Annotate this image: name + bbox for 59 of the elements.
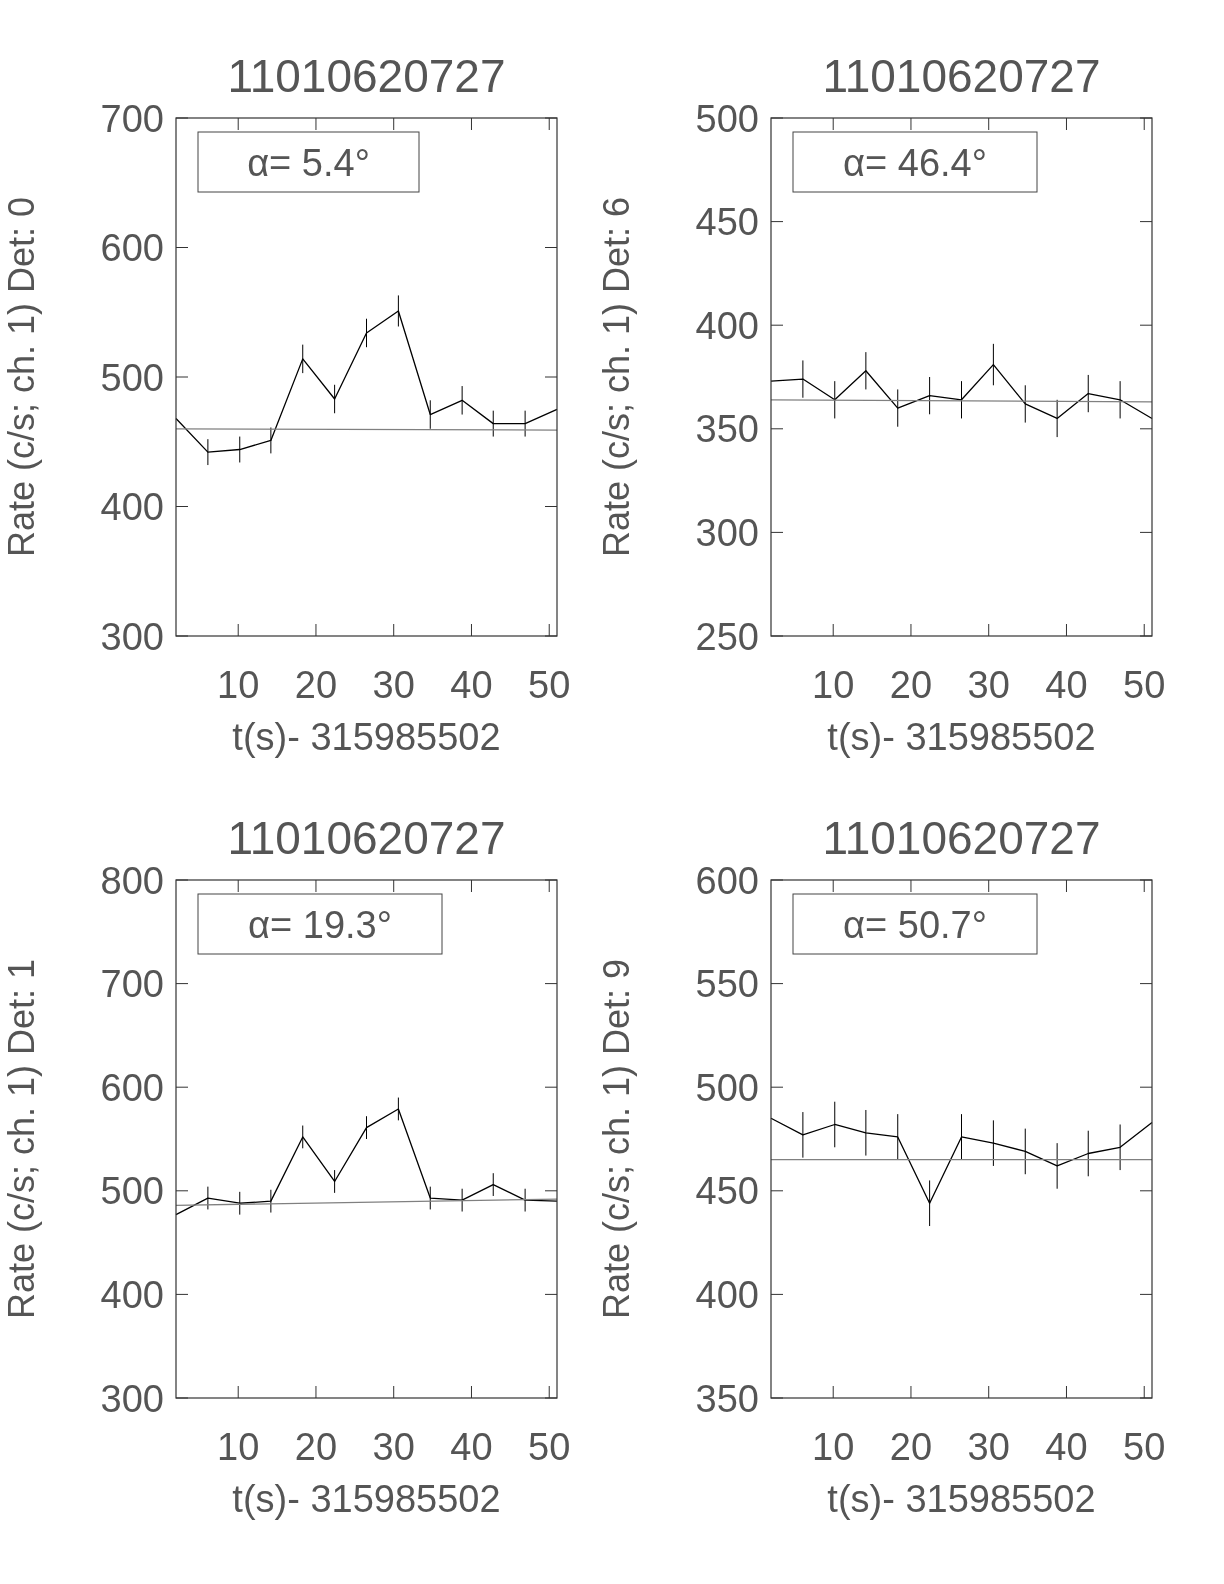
x-tick-label: 50 [1123,1426,1166,1468]
chart-title: 11010620727 [227,812,506,864]
x-axis-title: t(s)- 315985502 [827,716,1096,758]
x-tick-label: 20 [889,1426,933,1468]
x-tick-label: 10 [217,664,260,706]
y-tick-label: 700 [100,97,164,140]
chart-title: 11010620727 [822,50,1101,102]
y-tick-label: 600 [695,859,759,902]
x-tick-label: 40 [450,1426,493,1468]
x-tick-label: 20 [889,664,933,706]
y-tick-label: 450 [695,1170,759,1213]
y-tick-label: 300 [695,512,759,555]
x-tick-label: 40 [450,664,493,706]
annotation: α= 50.7° [843,904,987,946]
y-tick-label: 550 [695,963,759,1006]
annotation: α= 5.4° [247,142,370,184]
x-tick-label: 50 [1123,664,1166,706]
x-tick-label: 20 [294,1426,338,1468]
y-axis-title: Rate (c/s; ch. 1) Det: 0 [1,196,42,558]
y-tick-label: 300 [100,615,164,658]
y-tick-label: 600 [100,227,164,270]
y-axis-title: Rate (c/s; ch. 1) Det: 6 [596,196,637,558]
annotation: α= 19.3° [248,904,392,946]
x-tick-label: 10 [812,1426,855,1468]
y-tick-label: 400 [695,304,759,347]
y-tick-label: 500 [695,97,759,140]
y-tick-label: 400 [695,1274,759,1317]
y-tick-label: 450 [695,201,759,244]
y-tick-label: 500 [100,1170,164,1213]
x-tick-label: 10 [812,664,855,706]
y-tick-label: 400 [100,1274,164,1317]
x-tick-label: 30 [967,1426,1010,1468]
x-tick-label: 30 [967,664,1010,706]
chart-title: 11010620727 [822,812,1101,864]
y-tick-label: 700 [100,963,164,1006]
x-axis-title: t(s)- 315985502 [232,716,501,758]
x-tick-label: 30 [372,1426,415,1468]
x-axis-title: t(s)- 315985502 [827,1478,1096,1520]
chart-title: 11010620727 [227,50,506,102]
y-tick-label: 500 [695,1066,759,1109]
y-axis-title: Rate (c/s; ch. 1) Det: 1 [1,958,42,1320]
x-axis-title: t(s)- 315985502 [232,1478,501,1520]
y-tick-label: 500 [100,356,164,399]
x-tick-label: 20 [294,664,338,706]
y-tick-label: 600 [100,1066,164,1109]
y-tick-label: 350 [695,1377,759,1420]
y-axis-title: Rate (c/s; ch. 1) Det: 9 [596,958,637,1320]
x-tick-label: 50 [528,1426,571,1468]
x-tick-label: 50 [528,664,571,706]
x-tick-label: 40 [1045,1426,1088,1468]
x-tick-label: 10 [217,1426,260,1468]
y-tick-label: 250 [695,615,759,658]
y-tick-label: 350 [695,408,759,451]
x-tick-label: 30 [372,664,415,706]
y-tick-label: 300 [100,1377,164,1420]
annotation: α= 46.4° [843,142,987,184]
x-tick-label: 40 [1045,664,1088,706]
y-tick-label: 800 [100,859,164,902]
y-tick-label: 400 [100,486,164,529]
